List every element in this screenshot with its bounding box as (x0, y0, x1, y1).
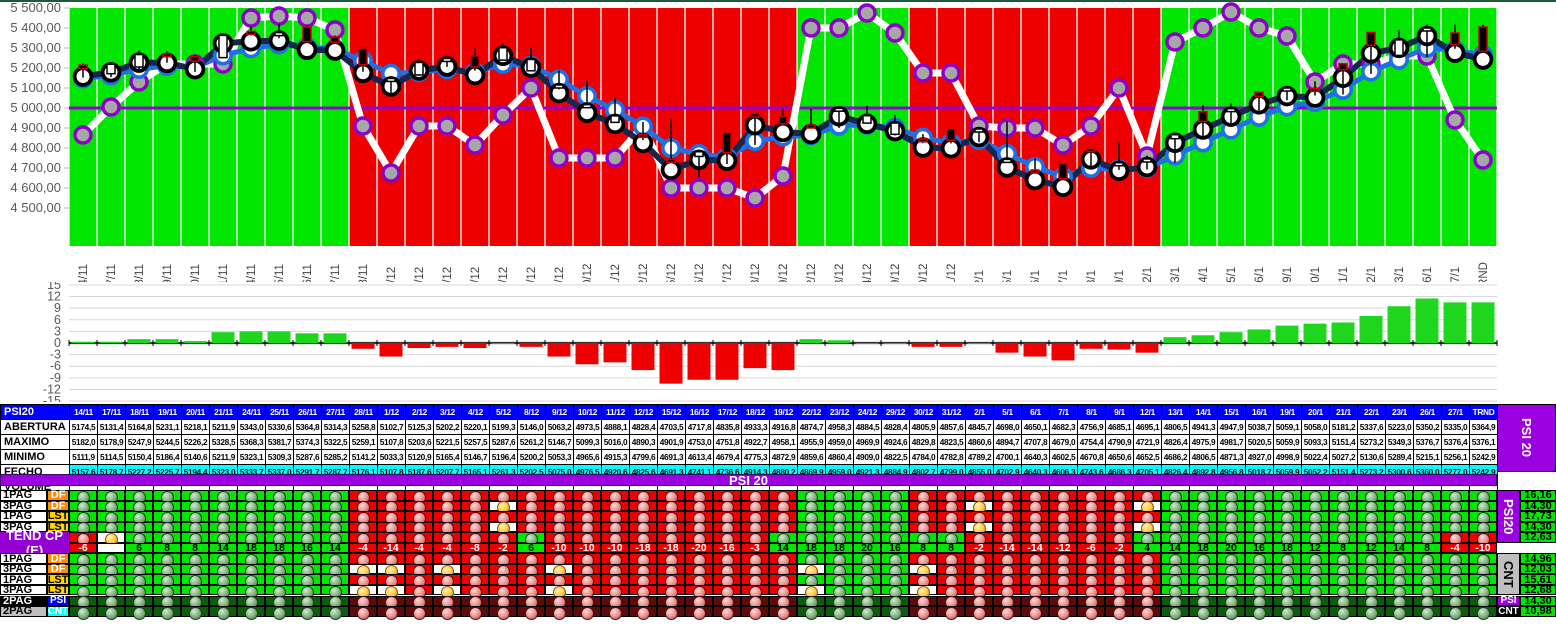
svg-text:21/11: 21/11 (218, 264, 230, 282)
svg-text:12/12: 12/12 (638, 264, 650, 282)
svg-text:13/1: 13/1 (1170, 267, 1182, 282)
svg-text:19/12: 19/12 (778, 264, 790, 282)
svg-text:18/12: 18/12 (750, 264, 762, 282)
svg-text:23/12: 23/12 (834, 264, 846, 282)
svg-text:5 000,00: 5 000,00 (10, 100, 61, 115)
svg-text:29/12: 29/12 (890, 264, 902, 282)
svg-text:26/1: 26/1 (1422, 267, 1434, 282)
svg-text:10/12: 10/12 (582, 264, 594, 282)
svg-text:4 700,00: 4 700,00 (10, 160, 61, 175)
svg-text:27/11: 27/11 (330, 264, 342, 282)
svg-text:21/1: 21/1 (1338, 267, 1350, 282)
svg-text:8/12: 8/12 (526, 267, 538, 282)
svg-text:20/1: 20/1 (1310, 267, 1322, 282)
svg-text:27/1: 27/1 (1450, 267, 1462, 282)
svg-text:8/1: 8/1 (1086, 270, 1098, 282)
svg-text:5 100,00: 5 100,00 (10, 80, 61, 95)
svg-text:5/12: 5/12 (498, 267, 510, 282)
svg-text:5 300,00: 5 300,00 (10, 40, 61, 55)
svg-text:14/11: 14/11 (78, 264, 90, 282)
svg-text:17/12: 17/12 (722, 264, 734, 282)
svg-text:1/12: 1/12 (386, 267, 398, 282)
svg-text:24/12: 24/12 (862, 264, 874, 282)
svg-text:30/12: 30/12 (918, 264, 930, 282)
svg-text:19/1: 19/1 (1282, 267, 1294, 282)
svg-text:4 800,00: 4 800,00 (10, 140, 61, 155)
svg-text:5 200,00: 5 200,00 (10, 60, 61, 75)
svg-text:-15: -15 (43, 394, 61, 402)
svg-text:17/11: 17/11 (106, 264, 118, 282)
svg-text:31/12: 31/12 (946, 264, 958, 282)
svg-text:4 500,00: 4 500,00 (10, 200, 61, 215)
svg-text:TRND: TRND (1478, 262, 1490, 282)
svg-text:9/12: 9/12 (554, 267, 566, 282)
svg-text:3/12: 3/12 (442, 267, 454, 282)
svg-text:22/12: 22/12 (806, 264, 818, 282)
svg-text:24/11: 24/11 (246, 264, 258, 282)
svg-text:4 900,00: 4 900,00 (10, 120, 61, 135)
svg-text:19/11: 19/11 (162, 264, 174, 282)
svg-text:20/11: 20/11 (190, 264, 202, 282)
svg-text:2/1: 2/1 (974, 270, 986, 282)
svg-text:26/11: 26/11 (302, 264, 314, 282)
svg-text:4/12: 4/12 (470, 267, 482, 282)
svg-text:5 400,00: 5 400,00 (10, 20, 61, 35)
svg-text:11/12: 11/12 (610, 264, 622, 282)
svg-text:28/11: 28/11 (358, 264, 370, 282)
svg-text:16/1: 16/1 (1254, 267, 1266, 282)
svg-text:18/11: 18/11 (134, 264, 146, 282)
svg-text:22/1: 22/1 (1366, 267, 1378, 282)
svg-text:5 500,00: 5 500,00 (10, 2, 61, 15)
svg-text:12/1: 12/1 (1142, 267, 1154, 282)
svg-text:23/1: 23/1 (1394, 267, 1406, 282)
svg-text:15/12: 15/12 (666, 264, 678, 282)
svg-text:9/1: 9/1 (1114, 270, 1126, 282)
svg-text:16/12: 16/12 (694, 264, 706, 282)
svg-text:6/1: 6/1 (1030, 270, 1042, 282)
svg-text:7/1: 7/1 (1058, 270, 1070, 282)
svg-text:25/11: 25/11 (274, 264, 286, 282)
svg-text:4 600,00: 4 600,00 (10, 180, 61, 195)
svg-text:14/1: 14/1 (1198, 267, 1210, 282)
svg-text:2/12: 2/12 (414, 267, 426, 282)
svg-text:5/1: 5/1 (1002, 270, 1014, 282)
svg-text:15/1: 15/1 (1226, 267, 1238, 282)
